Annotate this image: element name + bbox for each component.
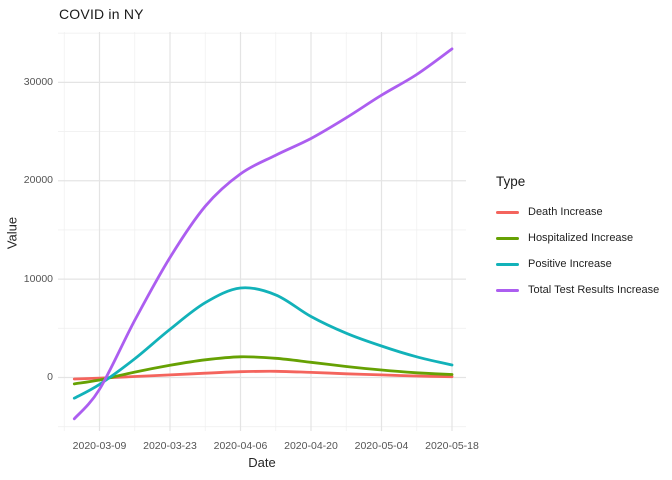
legend-label: Death Increase: [528, 206, 603, 218]
legend-entry-positive-increase: Positive Increase: [496, 251, 659, 277]
legend-entry-total-test-results-increase: Total Test Results Increase: [496, 277, 659, 303]
x-tick-label: 2020-05-18: [425, 440, 479, 452]
series-line-positive-increase: [72, 286, 454, 400]
legend-swatch-total-test-results-increase-icon: [496, 288, 519, 292]
legend-label: Positive Increase: [528, 258, 612, 270]
legend-entry-death-increase: Death Increase: [496, 199, 659, 225]
legend-entries: Death Increase Hospitalized Increase Posit…: [496, 199, 659, 303]
x-tick-label: 2020-04-20: [284, 440, 338, 452]
y-axis-title: Value: [4, 216, 20, 250]
legend: Type Death Increase Hospitalized Increase…: [496, 174, 659, 303]
series-line-total-test-results-increase: [72, 47, 454, 421]
y-tick-label: 0: [47, 371, 53, 383]
x-axis-title: Date: [248, 455, 276, 470]
x-tick-label: 2020-05-04: [354, 440, 409, 452]
chart-plot-area: [58, 32, 466, 431]
legend-swatch-hospitalized-increase-icon: [496, 236, 519, 240]
legend-swatch-positive-increase-icon: [496, 262, 519, 266]
x-tick-label: 2020-03-09: [72, 440, 127, 452]
x-tick-label: 2020-03-23: [143, 440, 197, 452]
legend-title: Type: [496, 174, 526, 189]
legend-label: Hospitalized Increase: [528, 232, 634, 244]
x-tick-label: 2020-04-06: [213, 440, 268, 452]
y-tick-label: 20000: [23, 174, 53, 187]
legend-swatch-death-increase-icon: [496, 210, 519, 214]
legend-label: Total Test Results Increase: [528, 284, 660, 296]
series-line-hospitalized-increase: [72, 355, 454, 386]
series-line-death-increase: [72, 369, 454, 381]
chart-title: COVID in NY: [59, 6, 144, 22]
y-tick-label: 10000: [23, 272, 53, 285]
legend-entry-hospitalized-increase: Hospitalized Increase: [496, 225, 659, 251]
y-tick-label: 30000: [23, 75, 53, 88]
